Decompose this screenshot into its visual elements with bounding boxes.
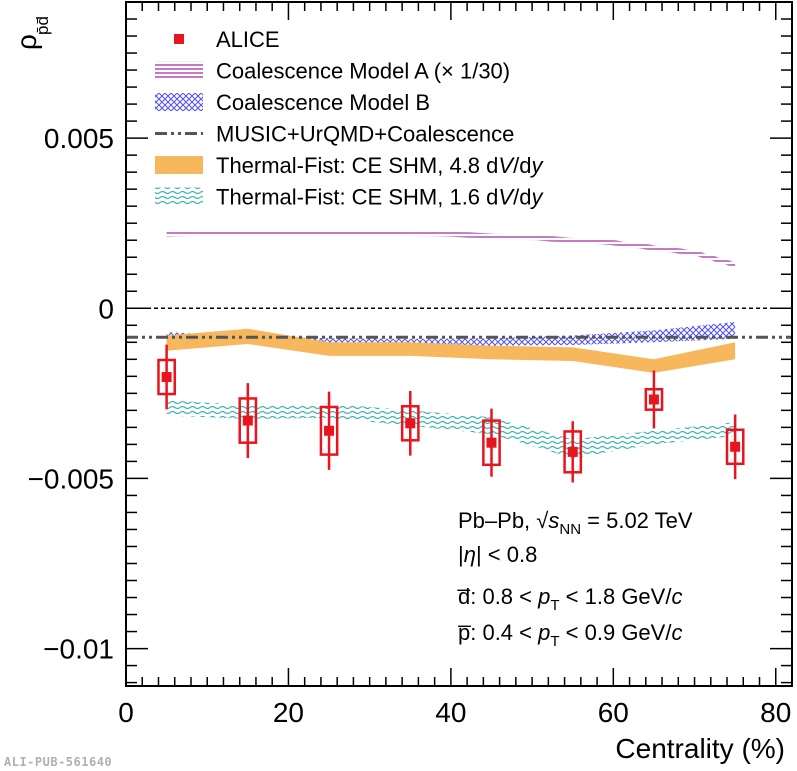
syst-error-box: [725, 428, 745, 466]
data-point: [563, 421, 583, 483]
data-point: [725, 414, 745, 480]
annotation-line: |η| < 0.8: [458, 542, 537, 567]
y-tick-label: −0.01: [43, 634, 114, 665]
legend-entry: Coalescence Model B: [155, 90, 430, 115]
syst-error-box: [644, 388, 664, 411]
legend-entry: Thermal-Fist: CE SHM, 4.8 dV/dy: [155, 153, 544, 178]
x-tick-label: 40: [435, 697, 466, 728]
x-tick-label: 60: [598, 697, 629, 728]
watermark: ALI-PUB-561640: [4, 755, 112, 769]
annotations: Pb–Pb, √sNN = 5.02 TeV |η| < 0.8 d̅: 0.8 <…: [457, 508, 693, 650]
annotation-line: d̅: 0.8 < pT < 1.8 GeV/c: [457, 584, 683, 614]
y-tick-label: 0: [98, 293, 114, 324]
legend-label: MUSIC+UrQMD+Coalescence: [216, 122, 514, 147]
marker: [648, 394, 659, 405]
model-lines: [126, 307, 792, 339]
data-point: [644, 370, 664, 429]
plot-frame: [125, 1, 793, 687]
alice-data-points: [157, 344, 745, 483]
legend-label: Coalescence Model A (× 1/30): [216, 59, 510, 84]
legend-entry: Coalescence Model A (× 1/30): [155, 59, 510, 84]
legend-label: Thermal-Fist: CE SHM, 1.6 dV/dy: [216, 185, 544, 210]
legend-entry: ALICE: [174, 27, 280, 52]
data-point: [238, 383, 258, 458]
syst-error-box: [319, 405, 339, 456]
data-point: [157, 344, 176, 410]
legend-swatch: [155, 93, 203, 111]
annotation-line: p̅: 0.4 < pT < 0.9 GeV/c: [457, 620, 682, 650]
legend-swatch: [155, 156, 203, 174]
band-thermal-fist-ce-shm-4-8: [166, 328, 736, 373]
marker: [161, 372, 172, 383]
legend-label: ALICE: [216, 27, 280, 52]
annotation-line: Pb–Pb, √sNN = 5.02 TeV: [458, 508, 693, 538]
syst-error-box: [157, 358, 176, 396]
marker: [405, 418, 416, 429]
legend-entry: Thermal-Fist: CE SHM, 1.6 dV/dy: [155, 185, 544, 210]
model-bands: [166, 230, 736, 458]
y-axis-title-subscript: p̄d̄: [33, 16, 52, 35]
x-axis-title: Centrality (%): [615, 733, 785, 764]
y-axis-title: ρ p̄d̄: [11, 16, 52, 50]
legend-swatch: [174, 34, 184, 44]
band-coalescence-model-a: [166, 230, 736, 268]
marker: [324, 425, 335, 436]
tick-labels: 0 20 40 60 80 0.005 0 −0.005 −0.01: [28, 123, 792, 728]
axis-ticks: [125, 2, 792, 686]
x-tick-label: 20: [273, 697, 304, 728]
x-tick-label: 80: [760, 697, 791, 728]
syst-error-box: [400, 405, 420, 442]
marker: [486, 437, 497, 448]
data-point: [319, 391, 339, 470]
y-tick-label: 0.005: [44, 123, 114, 154]
data-point: [400, 390, 420, 456]
legend-swatch: [155, 61, 203, 80]
y-axis-title-rho: ρ: [11, 34, 42, 50]
legend-swatch: [155, 187, 203, 206]
data-point: [482, 408, 501, 477]
marker: [567, 446, 578, 457]
marker: [730, 441, 741, 452]
legend-label: Coalescence Model B: [216, 90, 430, 115]
legend-label: Thermal-Fist: CE SHM, 4.8 dV/dy: [216, 153, 544, 178]
syst-error-box: [482, 419, 501, 467]
marker: [242, 415, 253, 426]
syst-error-box: [563, 430, 583, 474]
syst-error-box: [238, 397, 258, 444]
band-thermal-fist-ce-shm-1-6: [166, 400, 736, 458]
legend-entry: MUSIC+UrQMD+Coalescence: [155, 122, 514, 147]
legend: ALICE Coalescence Model A (× 1/30) Coalesc…: [155, 27, 544, 210]
y-tick-label: −0.005: [28, 463, 114, 494]
x-tick-label: 0: [118, 697, 134, 728]
